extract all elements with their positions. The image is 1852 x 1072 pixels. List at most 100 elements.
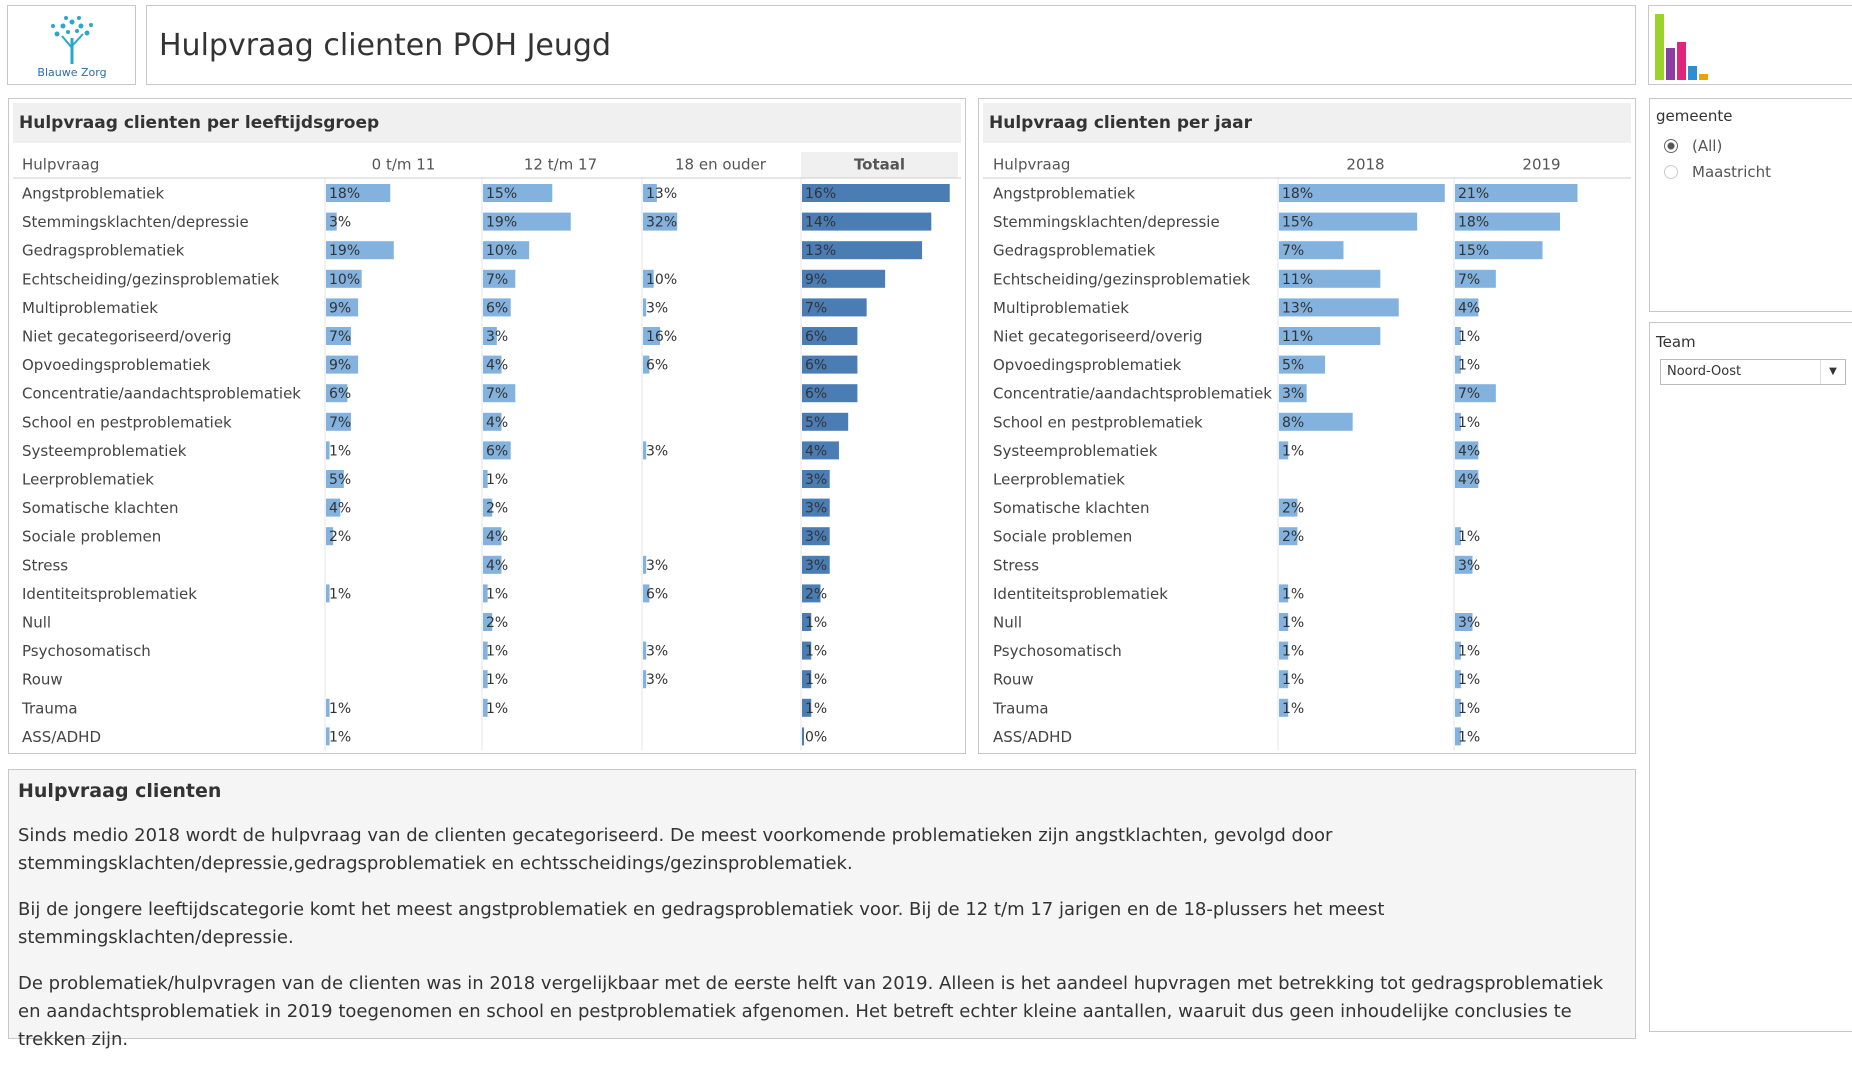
title-box: Hulpvraag clienten POH Jeugd	[146, 5, 1636, 85]
value-label: 4%	[486, 358, 508, 374]
text-body: Sinds medio 2018 wordt de hulpvraag van …	[18, 822, 1627, 1072]
value-label: 8%	[1282, 415, 1304, 431]
row-label: Stemmingsklachten/depressie	[993, 213, 1220, 231]
bar	[1455, 670, 1461, 689]
row-label: Somatische klachten	[22, 499, 179, 517]
value-label: 2%	[486, 501, 508, 517]
row-label: Niet gecategoriseerd/overig	[22, 328, 232, 346]
title-band	[983, 103, 1631, 143]
value-label: 4%	[486, 558, 508, 574]
value-label: 15%	[1282, 215, 1313, 231]
value-label: 6%	[805, 358, 827, 374]
dashboard: Blauwe Zorg Hulpvraag clienten POH Jeugd…	[7, 5, 1852, 1050]
filter-team: Team Noord-Oost ▼	[1649, 322, 1852, 1032]
value-label: 4%	[1458, 300, 1480, 316]
value-label: 13%	[805, 243, 836, 259]
value-label: 3%	[805, 529, 827, 545]
bar	[802, 670, 812, 689]
value-label: 9%	[329, 300, 351, 316]
icon-box	[1648, 5, 1852, 85]
row-label: Identiteitsproblematiek	[22, 585, 197, 603]
value-label: 0%	[805, 729, 827, 745]
value-label: 5%	[805, 415, 827, 431]
bar	[802, 470, 830, 488]
bar	[1455, 327, 1461, 345]
bar	[1279, 670, 1289, 689]
value-label: 3%	[805, 558, 827, 574]
value-label: 3%	[329, 215, 351, 231]
bar	[1455, 613, 1473, 631]
radio-group: (All) Maastricht	[1664, 133, 1771, 185]
value-label: 14%	[805, 215, 836, 231]
row-label: Null	[993, 614, 1022, 632]
row-label: Stemmingsklachten/depressie	[22, 213, 249, 231]
value-label: 3%	[1458, 558, 1480, 574]
value-label: 19%	[329, 243, 360, 259]
radio-label: (All)	[1692, 137, 1723, 155]
bar	[802, 527, 830, 546]
bar	[326, 241, 394, 260]
bar	[326, 498, 341, 517]
value-label: 15%	[1458, 243, 1489, 259]
column-header: 0 t/m 11	[372, 156, 436, 174]
value-label: 7%	[805, 300, 827, 316]
radio-option[interactable]: Maastricht	[1664, 159, 1771, 185]
value-label: 1%	[486, 586, 508, 602]
value-label: 7%	[1458, 272, 1480, 288]
dropdown-arrow[interactable]: ▼	[1820, 360, 1845, 384]
value-label: 1%	[486, 672, 508, 688]
value-label: 3%	[486, 329, 508, 345]
bar	[802, 298, 867, 317]
filter-label: gemeente	[1656, 107, 1733, 125]
bar	[326, 269, 362, 288]
bar	[1279, 241, 1344, 260]
value-label: 1%	[1458, 329, 1480, 345]
value-label: 7%	[329, 415, 351, 431]
paragraph: Sinds medio 2018 wordt de hulpvraag van …	[18, 825, 1333, 874]
bar	[483, 470, 488, 488]
value-label: 6%	[486, 300, 508, 316]
radio-button[interactable]	[1664, 139, 1678, 153]
bar	[1455, 470, 1479, 488]
bar	[1455, 355, 1461, 374]
bar	[483, 384, 516, 403]
value-label: 3%	[1282, 386, 1304, 402]
row-label: Leerproblematiek	[22, 471, 154, 489]
value-label: 10%	[486, 243, 517, 259]
bar	[1455, 212, 1560, 231]
bar	[802, 384, 858, 403]
row-label: Rouw	[22, 671, 63, 689]
value-label: 2%	[1282, 501, 1304, 517]
bar	[1455, 298, 1479, 317]
value-label: 1%	[329, 701, 351, 717]
value-label: 1%	[805, 701, 827, 717]
bar	[1279, 212, 1418, 231]
radio-option[interactable]: (All)	[1664, 133, 1771, 159]
bar	[1455, 727, 1461, 746]
value-label: 1%	[1458, 358, 1480, 374]
bar	[802, 555, 830, 574]
column-header: Totaal	[854, 156, 905, 174]
value-label: 4%	[486, 415, 508, 431]
value-label: 1%	[1458, 729, 1480, 745]
bar	[643, 212, 678, 231]
bar	[1455, 184, 1578, 202]
value-label: 1%	[1458, 644, 1480, 660]
radio-button[interactable]	[1664, 165, 1678, 179]
bar	[1455, 241, 1543, 260]
value-label: 9%	[329, 358, 351, 374]
bar	[326, 355, 359, 374]
dashboard-title: Hulpvraag clienten POH Jeugd	[159, 28, 611, 63]
bar	[483, 441, 511, 460]
row-label: Identiteitsproblematiek	[993, 585, 1168, 603]
value-label: 5%	[329, 472, 351, 488]
row-label: Systeemproblematiek	[993, 442, 1158, 460]
value-label: 1%	[1282, 701, 1304, 717]
row-label: Angstproblematiek	[993, 185, 1136, 203]
value-label: 1%	[1458, 529, 1480, 545]
value-label: 1%	[329, 729, 351, 745]
dropdown[interactable]: Noord-Oost ▼	[1660, 359, 1846, 385]
value-label: 18%	[329, 186, 360, 202]
value-label: 1%	[486, 644, 508, 660]
bar	[1279, 355, 1326, 374]
